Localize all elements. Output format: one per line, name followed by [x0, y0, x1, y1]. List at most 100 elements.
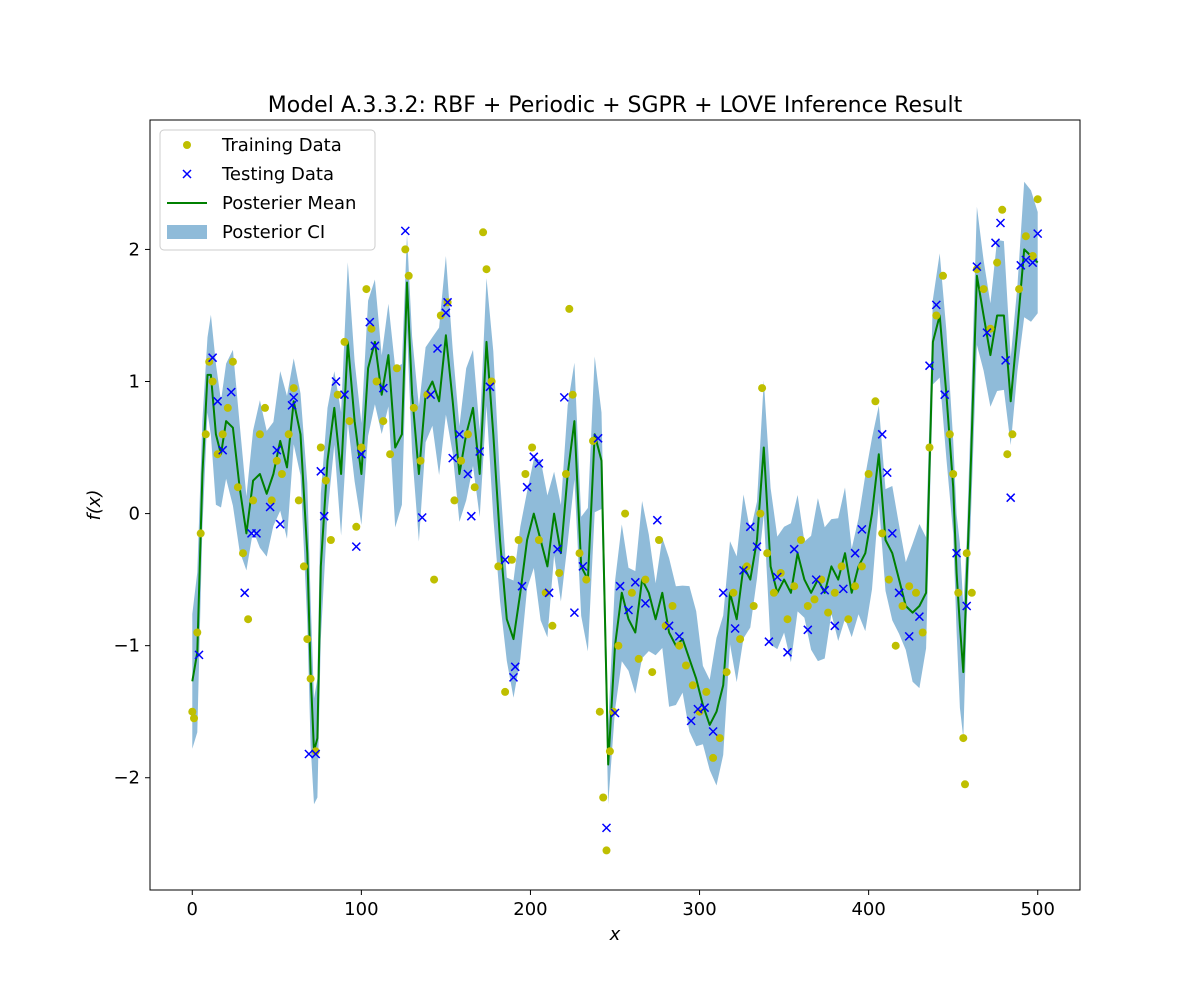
training-point [299, 562, 308, 571]
training-point [945, 430, 954, 439]
training-point [1028, 252, 1037, 260]
training-point [898, 602, 907, 610]
training-point [589, 436, 597, 445]
testing-point [811, 575, 821, 585]
testing-point [686, 716, 696, 726]
testing-point [904, 631, 914, 641]
training-point [864, 470, 873, 478]
testing-point [378, 383, 388, 393]
training-point [261, 403, 269, 412]
testing-point [485, 382, 495, 392]
training-point [193, 628, 202, 637]
x-tick-label: 500 [1021, 899, 1055, 920]
training-point [783, 615, 792, 624]
testing-point [630, 577, 640, 587]
training-point [954, 588, 963, 597]
training-point [213, 450, 222, 459]
training-point [521, 470, 530, 478]
y-tick-label: 2 [129, 239, 140, 260]
training-point [562, 470, 570, 478]
testing-point [803, 625, 813, 635]
training-point [306, 674, 315, 683]
training-point [233, 483, 242, 492]
training-point [534, 536, 543, 544]
x-axis-label: x [609, 924, 621, 945]
testing-point [664, 621, 674, 631]
testing-point [510, 662, 520, 672]
training-point [939, 271, 947, 280]
training-point [641, 575, 650, 584]
training-point [404, 271, 413, 280]
training-point [357, 443, 366, 452]
testing-point [914, 612, 924, 622]
legend: Training Data Testing Data Posterier Mea… [159, 129, 376, 251]
testing-point [924, 361, 935, 371]
testing-point [208, 353, 218, 363]
training-point [803, 602, 812, 610]
testing-point [877, 429, 887, 439]
testing-point [213, 396, 223, 406]
training-point [345, 417, 354, 426]
training-point [925, 443, 934, 452]
training-point [494, 562, 503, 571]
training-point [294, 496, 303, 505]
testing-point [882, 468, 892, 478]
training-point [605, 747, 614, 756]
testing-point [275, 519, 285, 529]
testing-point [311, 749, 321, 759]
testing-point [972, 262, 982, 272]
x-tick-label: 400 [851, 899, 885, 920]
training-point [367, 324, 376, 333]
x-tick-label: 300 [682, 899, 716, 920]
training-point [1003, 450, 1012, 459]
testing-point [674, 631, 684, 641]
testing-point [508, 672, 519, 682]
y-axis-ticks: −2 −1 0 1 2 [113, 239, 150, 789]
testing-point [339, 390, 350, 400]
training-point [878, 529, 887, 538]
x-tick-label: 0 [187, 899, 198, 920]
testing-point [745, 522, 755, 532]
testing-point [730, 623, 740, 634]
testing-point [820, 585, 830, 595]
training-point [582, 575, 591, 584]
legend-label-testing: Testing Data [221, 164, 334, 185]
legend-label-mean: Posterier Mean [222, 193, 356, 214]
training-point [372, 377, 381, 386]
testing-point [1001, 355, 1011, 365]
training-point [614, 641, 623, 650]
training-point [634, 654, 643, 663]
training-point [457, 456, 466, 465]
training-point [277, 470, 286, 478]
testing-point [708, 726, 718, 737]
training-point [993, 258, 1002, 267]
training-point [871, 397, 880, 406]
training-point [824, 608, 833, 617]
testing-point [319, 511, 329, 521]
testing-point [623, 605, 634, 615]
testing-point [265, 502, 275, 512]
testing-point [448, 453, 458, 463]
training-point [289, 384, 298, 393]
training-point [758, 384, 767, 393]
training-point [961, 780, 969, 789]
training-point [595, 707, 604, 716]
training-point [208, 377, 217, 386]
training-point [470, 483, 479, 492]
testing-point [894, 588, 904, 598]
chart-title: Model A.3.3.2: RBF + Periodic + SGPR + L… [268, 93, 963, 118]
testing-point [990, 238, 1001, 248]
testing-point [522, 482, 532, 492]
training-point [918, 628, 927, 637]
testing-point [441, 308, 451, 318]
testing-point [850, 548, 860, 558]
training-point [668, 602, 677, 610]
legend-label-ci: Posterior CI [222, 222, 325, 243]
training-point [797, 536, 805, 544]
testing-point [417, 512, 427, 523]
testing-point [601, 823, 612, 833]
testing-point [782, 647, 793, 657]
x-tick-label: 200 [513, 899, 547, 920]
training-point [688, 681, 697, 690]
